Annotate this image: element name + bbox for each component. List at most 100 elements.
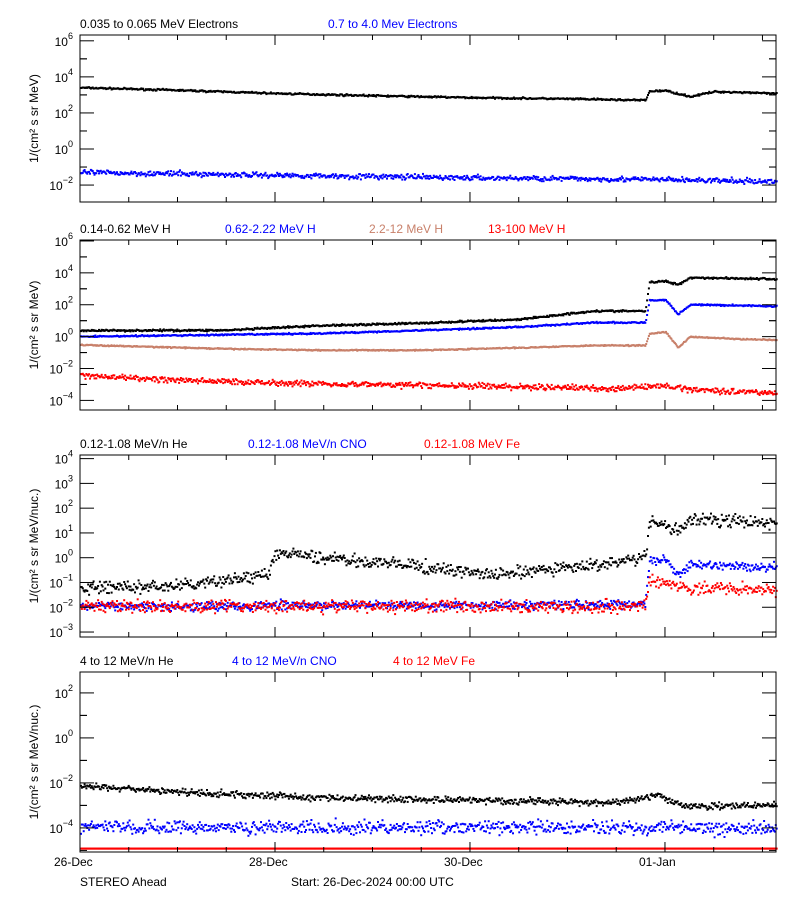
data-point [700, 304, 703, 307]
data-point [129, 172, 132, 175]
data-point [183, 172, 186, 175]
data-point [165, 171, 168, 174]
data-point [580, 176, 583, 179]
data-point [423, 175, 426, 178]
data-point [487, 387, 490, 390]
data-point [310, 384, 313, 387]
data-point [338, 325, 341, 327]
data-point [504, 382, 507, 385]
data-point [497, 384, 500, 387]
data-point [255, 381, 258, 383]
data-point [220, 380, 223, 383]
data-point [711, 278, 714, 280]
data-point [264, 92, 267, 94]
y-tick-exponent: −2 [63, 175, 73, 185]
data-point [83, 374, 86, 377]
data-point [747, 180, 750, 183]
y-tick-exponent: 2 [68, 103, 73, 113]
data-point [522, 385, 525, 388]
data-point [505, 98, 508, 100]
data-point [207, 381, 210, 383]
data-point [293, 383, 296, 386]
data-point [92, 580, 95, 583]
data-point [726, 178, 729, 181]
data-point [697, 93, 700, 96]
data-point [215, 380, 217, 383]
data-point [387, 383, 390, 386]
data-point [366, 385, 369, 388]
data-point [441, 179, 444, 181]
data-point [287, 384, 289, 387]
data-point [683, 385, 686, 388]
data-point [340, 175, 343, 178]
data-point [665, 179, 667, 182]
data-point [582, 310, 585, 313]
data-point [443, 385, 446, 388]
data-point [259, 380, 262, 383]
data-point [666, 280, 669, 283]
data-point [684, 340, 687, 343]
data-point [438, 382, 441, 385]
data-point [88, 373, 91, 376]
data-point [205, 578, 208, 581]
data-point [734, 180, 737, 183]
data-point [671, 179, 674, 182]
data-point [565, 313, 568, 316]
data-point [625, 386, 628, 389]
data-point [195, 170, 198, 173]
data-point [201, 174, 204, 177]
data-point [180, 587, 183, 590]
data-point [661, 176, 664, 179]
data-point [134, 585, 137, 588]
data-point [280, 174, 283, 177]
data-point [561, 313, 564, 316]
data-point [283, 175, 286, 178]
data-point [388, 384, 391, 387]
data-point [121, 373, 124, 376]
data-point [202, 578, 205, 581]
data-point [735, 179, 738, 182]
data-point [186, 379, 189, 382]
data-point [665, 299, 667, 301]
data-point [127, 585, 130, 588]
data-point [539, 179, 541, 182]
data-point [235, 175, 238, 177]
data-point [308, 385, 311, 388]
data-point [292, 175, 295, 178]
data-point [297, 382, 300, 385]
data-point [679, 384, 682, 387]
data-point [503, 176, 505, 179]
data-point [328, 176, 331, 179]
data-point [471, 178, 474, 181]
data-point [211, 581, 214, 584]
data-point [760, 392, 763, 395]
data-point [354, 176, 357, 179]
data-point [191, 381, 194, 383]
data-point [714, 387, 717, 390]
data-point [406, 383, 409, 386]
data-point [416, 384, 419, 387]
data-point [255, 91, 258, 94]
y-tick-exponent: 6 [68, 231, 73, 241]
data-point [593, 389, 596, 392]
data-point [287, 325, 289, 328]
data-point [141, 378, 144, 381]
data-point [696, 180, 699, 183]
data-point [343, 177, 346, 179]
data-point [241, 382, 244, 385]
data-point [80, 586, 83, 589]
data-point [227, 173, 230, 176]
data-point [489, 386, 492, 389]
data-point [307, 382, 310, 385]
data-point [104, 587, 107, 590]
data-point [507, 386, 510, 389]
data-point [544, 177, 547, 180]
data-point [503, 386, 506, 389]
data-point [665, 177, 668, 180]
data-point [306, 381, 309, 383]
data-point [232, 378, 235, 381]
data-point [139, 174, 142, 177]
data-point [218, 379, 221, 382]
data-point [299, 385, 302, 388]
data-point [143, 89, 146, 92]
